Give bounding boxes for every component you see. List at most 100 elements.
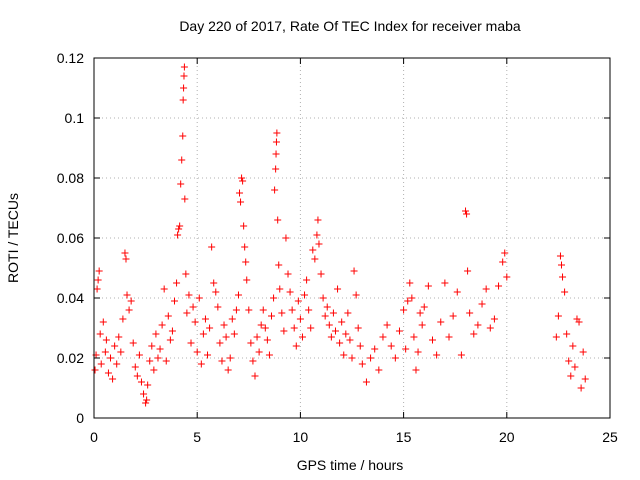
data-point [115,333,123,341]
data-point [561,288,569,296]
data-point [180,63,188,71]
data-point [99,318,107,326]
y-tick-label: 0.1 [65,110,85,126]
data-point [228,315,236,323]
data-point [569,342,577,350]
data-point [212,288,220,296]
data-point [317,270,325,278]
data-point [102,336,110,344]
points-layer [91,63,589,407]
y-tick-label: 0 [76,410,84,426]
data-point [350,267,358,275]
data-point [162,357,170,365]
y-tick-label: 0.02 [57,350,84,366]
data-point [273,129,281,137]
data-point [272,150,280,158]
data-point [261,324,269,332]
data-point [263,336,271,344]
tick-labels-layer: 0 5 10 15 20 25 0 0.02 0.04 0.06 0.08 0.1 0.12 [57,50,618,445]
data-point [247,339,255,347]
data-point [313,231,321,239]
data-point [164,312,172,320]
data-point [180,84,188,92]
data-point [274,216,282,224]
data-point [95,267,103,275]
data-point [121,249,129,257]
data-point [416,309,424,317]
data-point [179,132,187,140]
data-point [101,348,109,356]
data-point [387,342,395,350]
grid-layer [94,58,610,418]
data-point [195,294,203,302]
x-tick-label: 25 [602,429,618,445]
chart-title: Day 220 of 2017, Rate Of TEC Index for r… [179,18,521,34]
data-point [265,351,273,359]
y-axis-title: ROTI / TECUs [5,193,21,283]
data-point [94,276,102,284]
data-point [135,351,143,359]
data-point [91,366,99,374]
data-point [249,357,257,365]
data-point [272,138,280,146]
x-tick-label: 15 [396,429,412,445]
data-point [166,336,174,344]
data-point [133,372,141,380]
data-point [449,312,457,320]
data-point [367,354,375,362]
data-point [216,339,224,347]
data-point [123,291,131,299]
data-point [470,330,478,338]
data-point [552,333,560,341]
data-point [189,303,197,311]
data-point [503,273,511,281]
data-point [327,333,335,341]
data-point [150,366,158,374]
data-point [362,378,370,386]
data-point [177,180,185,188]
data-point [168,327,176,335]
data-point [395,327,403,335]
data-point [342,330,350,338]
data-point [125,306,133,314]
data-point [107,354,115,362]
data-point [418,321,426,329]
data-point [371,345,379,353]
data-point [140,390,148,398]
data-point [272,165,280,173]
data-point [156,345,164,353]
data-point [441,279,449,287]
data-point [445,333,453,341]
y-tick-label: 0.12 [57,50,84,66]
data-point [424,282,432,290]
data-point [284,270,292,278]
data-point [412,366,420,374]
data-point [208,243,216,251]
data-point [137,378,145,386]
data-point [236,189,244,197]
data-point [338,318,346,326]
data-point [559,273,567,281]
data-point [148,342,156,350]
data-point [158,321,166,329]
data-point [453,288,461,296]
data-point [292,342,300,350]
data-point [230,330,238,338]
data-point [218,357,226,365]
data-point [199,330,207,338]
data-point [271,186,279,194]
data-point [348,354,356,362]
data-point [238,174,246,182]
data-point [323,303,331,311]
data-point [433,351,441,359]
data-point [142,399,150,407]
data-point [309,246,317,254]
x-tick-label: 10 [293,429,309,445]
data-point [239,177,247,185]
data-point [344,309,352,317]
data-point [305,306,313,314]
data-point [204,351,212,359]
data-point [400,306,408,314]
x-axis-title: GPS time / hours [297,457,404,473]
data-point [276,285,284,293]
